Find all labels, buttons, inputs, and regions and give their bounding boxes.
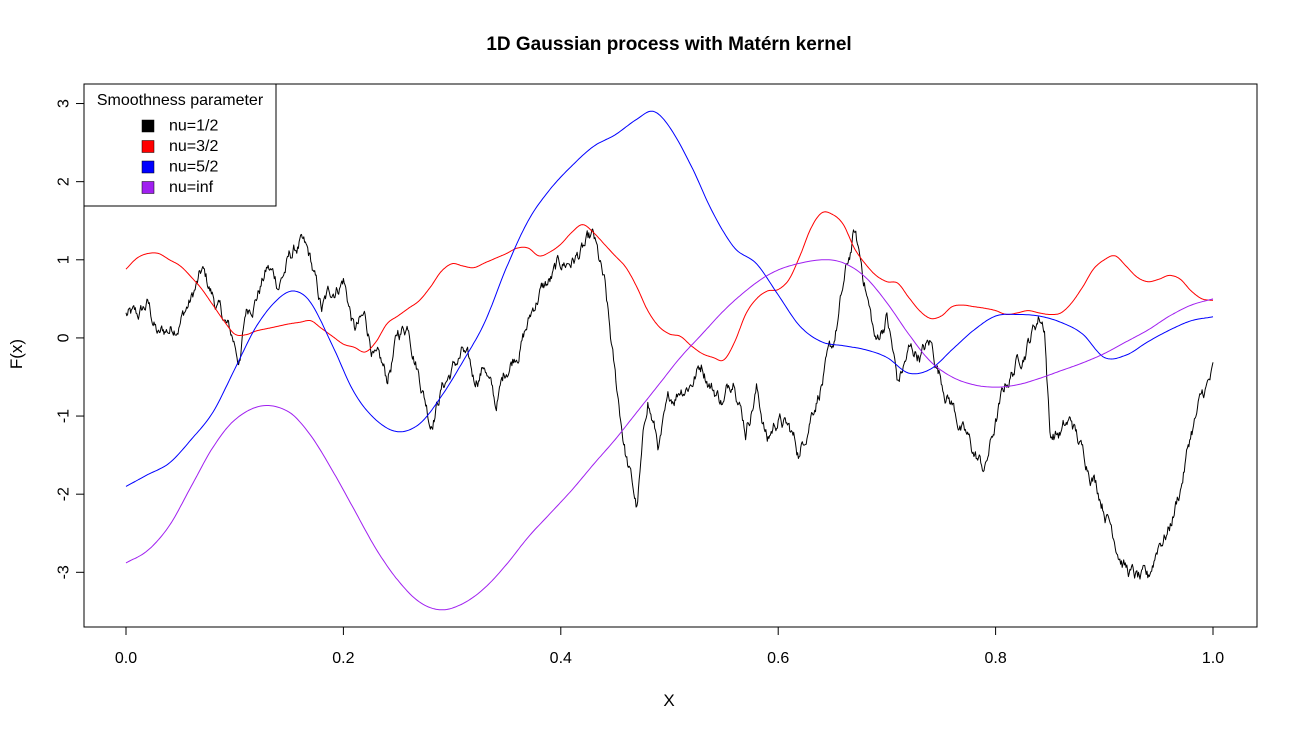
x-tick-label: 0.6 (767, 650, 789, 667)
legend-entries: nu=1/2 nu=3/2 nu=5/2 nu=inf (141, 118, 218, 196)
x-tick-label: 0.8 (984, 650, 1006, 667)
series-line-2 (125, 110, 1214, 487)
y-tick-label: -1 (56, 409, 73, 423)
x-tick-label: 0.4 (550, 650, 572, 667)
chart-title: 1D Gaussian process with Matérn kernel (486, 34, 851, 55)
y-tick-label: 1 (56, 255, 73, 264)
legend-swatch (141, 140, 155, 153)
series-line-0 (125, 228, 1214, 580)
y-tick-label: 3 (56, 99, 73, 108)
legend-label: nu=5/2 (169, 159, 218, 176)
legend-swatch (141, 181, 155, 194)
y-tick-label: 2 (56, 177, 73, 186)
x-tick-label: 1.0 (1202, 650, 1224, 667)
legend: Smoothness parameter nu=1/2nu=3/2nu=5/2n… (83, 83, 277, 207)
legend-label: nu=3/2 (169, 138, 218, 155)
x-tick-label: 0.2 (332, 650, 354, 667)
series-line-1 (125, 211, 1214, 362)
y-tick-label: -3 (56, 565, 73, 579)
x-tick-label: 0.0 (115, 650, 137, 667)
legend-swatch (141, 119, 155, 133)
y-tick-label: 0 (56, 333, 73, 342)
series-layer (125, 110, 1214, 611)
y-tick-label: -2 (56, 487, 73, 501)
legend-label: nu=inf (169, 179, 214, 196)
y-axis-label: F(x) (7, 339, 26, 369)
legend-label: nu=1/2 (169, 118, 218, 135)
legend-box (83, 83, 277, 207)
legend-title: Smoothness parameter (97, 92, 264, 109)
x-axis-label: X (663, 691, 674, 710)
plot-frame (83, 83, 1258, 628)
legend-swatch (141, 160, 155, 174)
series-line-3 (125, 259, 1214, 611)
